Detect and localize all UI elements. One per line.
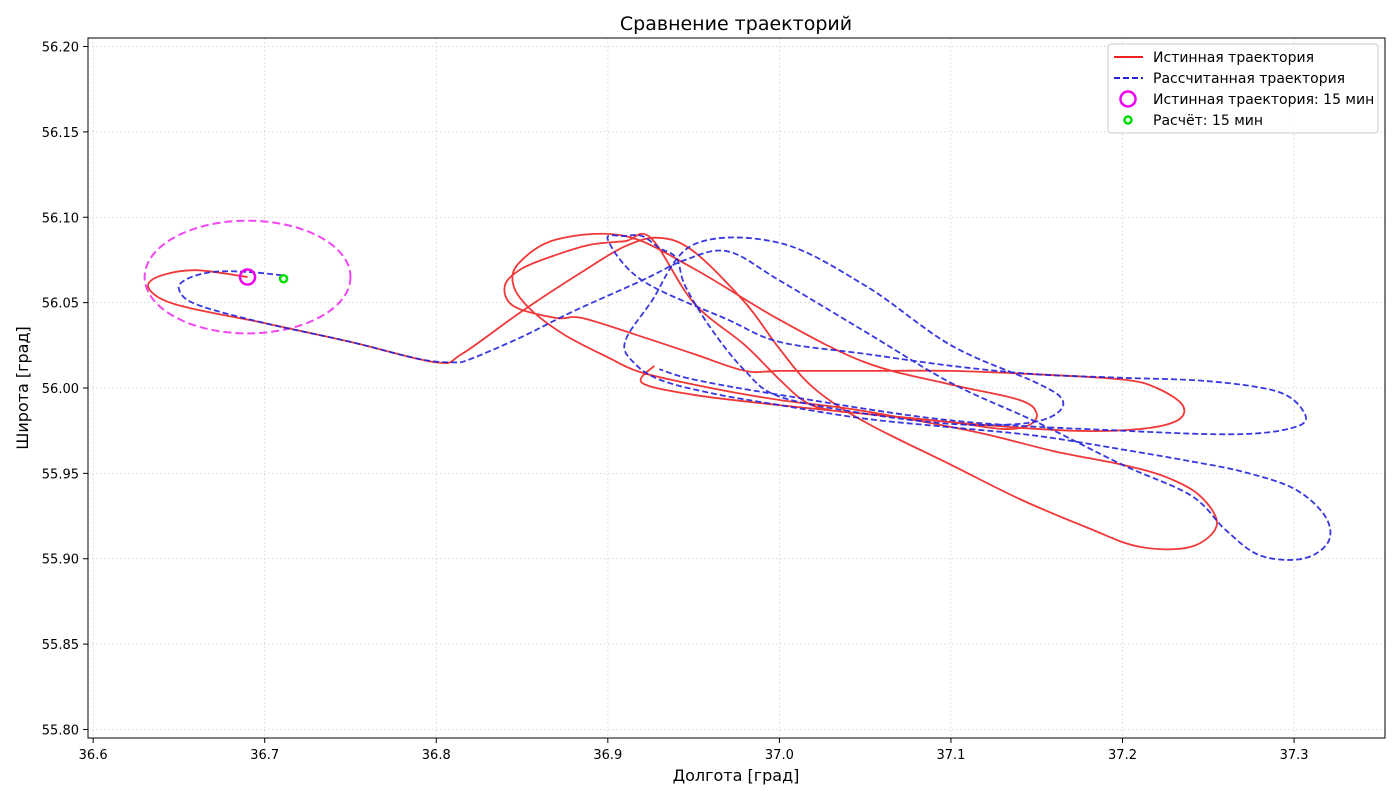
- legend: Истинная траектория Рассчитанная траекто…: [1107, 43, 1379, 134]
- x-tick-label: 36.8: [422, 748, 451, 763]
- legend-label-estimated-15min: Расчёт: 15 мин: [1153, 113, 1263, 129]
- x-tick-label: 37.2: [1108, 748, 1137, 763]
- uncertainty-ellipse: [143, 219, 352, 335]
- y-tick-label: 56.00: [42, 382, 79, 397]
- legend-marker-true-15min: [1119, 90, 1137, 108]
- legend-box: [1107, 43, 1379, 134]
- chart-title: Сравнение траекторий: [620, 13, 852, 35]
- x-tick-label: 36.7: [250, 748, 279, 763]
- plot-area: [143, 219, 1332, 561]
- x-tick-label: 36.6: [79, 748, 108, 763]
- legend-marker-estimated-15min: [1123, 115, 1133, 125]
- true-trajectory-line: [147, 232, 1218, 551]
- x-tick-label: 37.1: [936, 748, 965, 763]
- x-tick-label: 37.0: [765, 748, 794, 763]
- y-tick-label: 56.20: [42, 41, 79, 56]
- x-tick-label: 36.9: [593, 748, 622, 763]
- marker-estimated-15min: [278, 273, 289, 284]
- legend-label-true: Истинная траектория: [1153, 50, 1314, 66]
- marker-true-15min: [238, 268, 257, 286]
- estimated-trajectory-line: [177, 234, 1332, 561]
- y-tick-label: 56.15: [42, 126, 79, 141]
- x-axis-label: Долгота [град]: [673, 766, 800, 785]
- legend-label-estimated: Рассчитанная траектория: [1153, 71, 1345, 87]
- x-axis-ticks: 36.6 36.7 36.8 36.9 37.0 37.1 37.2 37.3: [79, 738, 1309, 763]
- y-tick-label: 56.05: [42, 297, 79, 312]
- y-axis-label: Широта [град]: [13, 326, 32, 450]
- x-tick-label: 37.3: [1280, 748, 1309, 763]
- y-tick-label: 55.85: [42, 638, 79, 653]
- legend-label-true-15min: Истинная траектория: 15 мин: [1153, 92, 1374, 108]
- y-tick-label: 56.10: [42, 211, 79, 226]
- y-tick-label: 55.95: [42, 467, 79, 482]
- y-tick-label: 55.80: [42, 723, 79, 738]
- y-tick-label: 55.90: [42, 553, 79, 568]
- y-axis-ticks: 55.80 55.85 55.90 55.95 56.00 56.05 56.10 56.15…: [42, 41, 88, 738]
